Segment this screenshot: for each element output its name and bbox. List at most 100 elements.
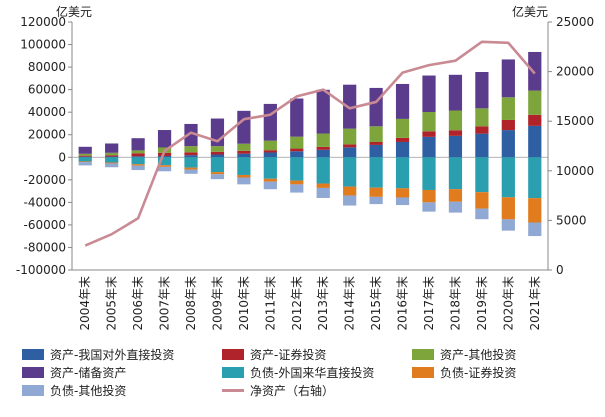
x-tick-label: 2014年末	[343, 276, 357, 331]
bar-segment	[501, 219, 515, 231]
bar-segment	[369, 187, 383, 197]
bar-segment	[131, 156, 145, 158]
bar-segment	[475, 126, 489, 134]
bar-segment	[263, 152, 277, 158]
bar-segment	[210, 151, 225, 155]
bar-segment	[316, 146, 330, 150]
left-tick-label: 60000	[28, 83, 66, 97]
left-tick-label: -20000	[23, 173, 66, 187]
bar-segment	[78, 155, 92, 157]
bar-segment	[131, 165, 145, 171]
legend: 资产-我国对外直接投资 资产-证券投资 资产-其他投资 资产-储备资产 负债-外国来华直…	[22, 346, 602, 410]
bar-segment	[448, 74, 463, 111]
bar-segment	[290, 180, 304, 185]
bar-segment	[501, 130, 515, 158]
bar-segment	[184, 155, 198, 158]
bar-segment	[422, 131, 436, 137]
bar-segment	[343, 84, 357, 129]
bar-segment	[263, 181, 277, 190]
bar-segment	[501, 97, 515, 120]
bar-segment	[395, 157, 410, 189]
bar-segment	[263, 178, 277, 182]
bar-segment	[369, 87, 383, 127]
bar-segment	[448, 201, 463, 213]
bar-segment	[237, 177, 251, 185]
bar-segment	[501, 197, 515, 220]
x-tick-label: 2011年末	[263, 276, 277, 331]
bar-segment	[343, 186, 357, 196]
bar-segment	[105, 143, 119, 153]
bar-segment	[395, 83, 410, 119]
bar-segment	[290, 151, 304, 158]
right-tick-label: 20000	[556, 65, 594, 79]
bar-segment	[210, 174, 225, 180]
bar-segment	[448, 157, 463, 190]
bar-segment	[395, 118, 410, 138]
legend-swatch	[22, 366, 44, 378]
bar-segment	[369, 126, 383, 142]
bar-segment	[237, 110, 251, 144]
bar-segment	[210, 172, 225, 175]
bar-segment	[78, 153, 92, 156]
left-tick-label: -80000	[23, 240, 66, 254]
bar-segment	[501, 119, 515, 131]
x-tick-label: 2017年末	[422, 276, 436, 331]
bar-segment	[237, 143, 251, 151]
bar-segment	[395, 141, 410, 158]
x-tick-label: 2013年末	[316, 276, 330, 331]
bar-segment	[448, 110, 463, 131]
legend-label: 资产-储备资产	[50, 365, 127, 380]
right-tick-label: 25000	[556, 15, 594, 29]
left-tick-label: 40000	[28, 105, 66, 119]
bar-segment	[528, 157, 542, 199]
bar-segment	[343, 147, 357, 158]
bar-segment	[78, 157, 92, 162]
legend-swatch	[22, 348, 44, 360]
bar-segment	[237, 174, 251, 178]
bar-segment	[184, 169, 198, 174]
x-tick-label: 2021年末	[528, 276, 542, 331]
bar-segment	[131, 164, 145, 166]
bar-segment	[105, 155, 119, 157]
bar-segment	[343, 144, 357, 148]
x-tick-label: 2006年末	[131, 276, 145, 331]
left-tick-label: 120000	[20, 15, 66, 29]
bar-segment	[105, 152, 119, 156]
legend-swatch	[22, 384, 44, 396]
bar-segment	[528, 222, 542, 237]
bar-segment	[290, 184, 304, 193]
bar-segment	[501, 59, 515, 98]
left-axis-unit: 亿美元	[56, 4, 92, 19]
bar-segment	[343, 195, 357, 206]
bar-segment	[210, 154, 225, 158]
right-tick-label: 15000	[556, 114, 594, 128]
bar-segment	[105, 162, 119, 164]
right-tick-label: 10000	[556, 164, 594, 178]
bar-segment	[184, 146, 198, 153]
left-tick-label: -60000	[23, 218, 66, 232]
bar-segment	[290, 136, 304, 149]
legend-item: 负债-证券投资	[412, 364, 516, 380]
bar-segment	[343, 128, 357, 145]
legend-item: 负债-外国来华直接投资	[222, 364, 374, 380]
legend-label: 负债-证券投资	[440, 365, 517, 380]
bar-segment	[448, 135, 463, 158]
bar-segment	[448, 189, 463, 202]
legend-label: 负债-外国来华直接投资	[250, 365, 375, 380]
legend-item: 资产-我国对外直接投资	[22, 346, 174, 362]
bar-segment	[237, 150, 251, 154]
net-assets-line	[84, 40, 536, 247]
bar-segment	[369, 196, 383, 205]
bar-segment	[422, 189, 436, 203]
bar-segment	[395, 137, 410, 142]
left-tick-label: -40000	[23, 195, 66, 209]
bar-segment	[131, 157, 145, 165]
x-tick-label: 2007年末	[158, 276, 172, 331]
bar-segment	[157, 165, 172, 167]
right-tick-label: 0	[556, 263, 564, 277]
bar-segment	[210, 157, 225, 173]
legend-item: 资产-其他投资	[412, 346, 516, 362]
bar-segment	[131, 138, 145, 151]
